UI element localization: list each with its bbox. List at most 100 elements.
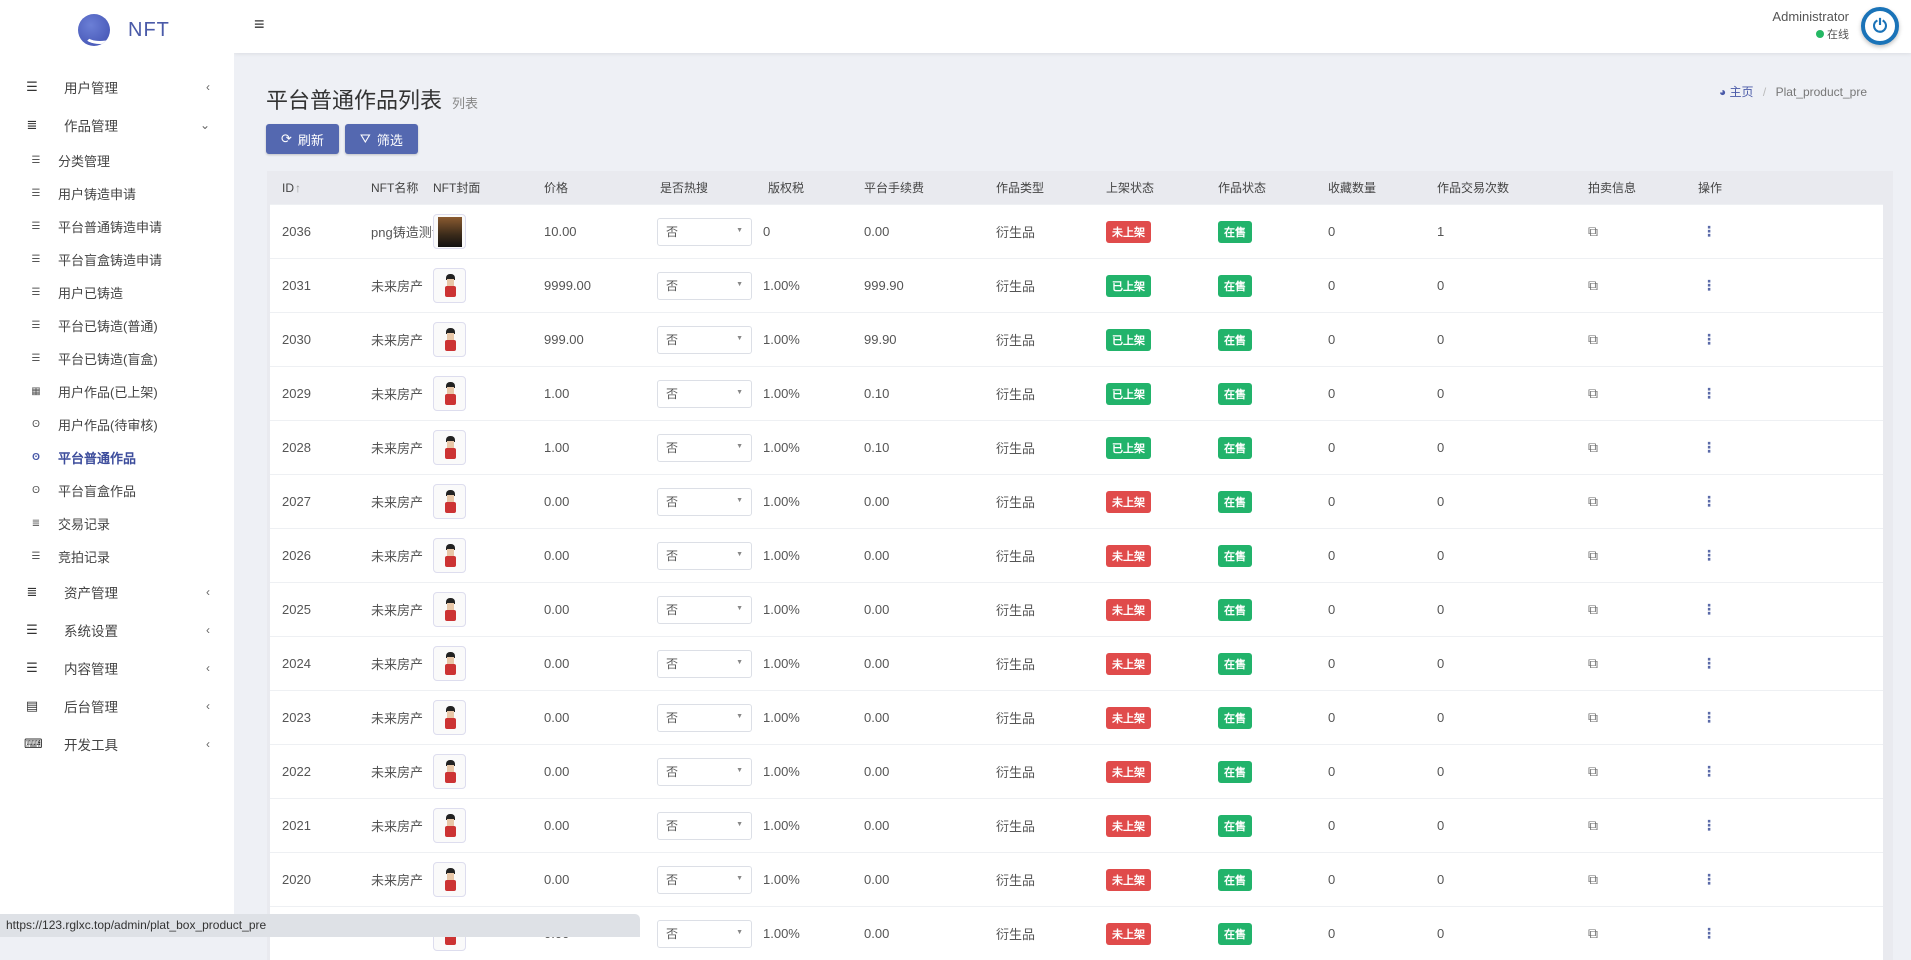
sale-status-badge[interactable]: 在售 — [1218, 922, 1252, 945]
sidebar-subitem[interactable]: ʘ 平台盲盒作品 — [0, 474, 234, 507]
hot-search-select[interactable]: 否 — [657, 865, 752, 894]
sidebar-subitem[interactable]: ☰ 平台普通铸造申请 — [0, 210, 234, 243]
listing-status-badge[interactable]: 已上架 — [1106, 382, 1151, 405]
sidebar-subitem[interactable]: ☰ 平台已铸造(盲盒) — [0, 342, 234, 375]
sidebar-subitem[interactable]: ▦ 用户作品(已上架) — [0, 375, 234, 408]
nft-cover-image[interactable] — [433, 268, 466, 303]
nft-cover-image[interactable] — [433, 484, 466, 519]
sale-status-badge[interactable]: 在售 — [1218, 706, 1252, 729]
sidebar-item-top_after-4[interactable]: ⌨ 开发工具 ‹ — [0, 725, 234, 763]
avatar[interactable]: ⏻ — [1861, 7, 1899, 45]
nft-cover-image[interactable] — [433, 646, 466, 681]
copy-icon[interactable]: ⧉ — [1588, 277, 1598, 293]
listing-status-badge[interactable]: 未上架 — [1106, 220, 1151, 243]
nft-cover-image[interactable] — [433, 862, 466, 897]
sale-status-badge[interactable]: 在售 — [1218, 328, 1252, 351]
sale-status-badge[interactable]: 在售 — [1218, 490, 1252, 513]
nft-cover-image[interactable] — [433, 430, 466, 465]
more-options-icon[interactable]: ⋮ — [1702, 763, 1716, 779]
copy-icon[interactable]: ⧉ — [1588, 385, 1598, 401]
sidebar-subitem[interactable]: ☰ 平台已铸造(普通) — [0, 309, 234, 342]
sidebar-subitem[interactable]: ☰ 平台盲盒铸造申请 — [0, 243, 234, 276]
sale-status-badge[interactable]: 在售 — [1218, 598, 1252, 621]
more-options-icon[interactable]: ⋮ — [1702, 547, 1716, 563]
listing-status-badge[interactable]: 已上架 — [1106, 436, 1151, 459]
copy-icon[interactable]: ⧉ — [1588, 817, 1598, 833]
nft-cover-image[interactable] — [433, 592, 466, 627]
more-options-icon[interactable]: ⋮ — [1702, 871, 1716, 887]
listing-status-badge[interactable]: 已上架 — [1106, 274, 1151, 297]
copy-icon[interactable]: ⧉ — [1588, 763, 1598, 779]
sidebar-item-top_before-1[interactable]: ≣ 作品管理 ⌄ — [0, 106, 234, 144]
menu-toggle-icon[interactable]: ≡ — [254, 14, 265, 34]
refresh-button[interactable]: ⟳ 刷新 — [266, 124, 339, 154]
sidebar-subitem[interactable]: ≣ 交易记录 — [0, 507, 234, 540]
hot-search-select[interactable]: 否 — [657, 703, 752, 732]
sidebar-subitem[interactable]: ☰ 竞拍记录 — [0, 540, 234, 573]
breadcrumb-home[interactable]: ◕ 主页 — [1719, 85, 1754, 99]
column-header[interactable]: ID — [282, 180, 294, 195]
copy-icon[interactable]: ⧉ — [1588, 709, 1598, 725]
more-options-icon[interactable]: ⋮ — [1702, 925, 1716, 941]
nft-cover-image[interactable] — [433, 214, 466, 249]
more-options-icon[interactable]: ⋮ — [1702, 817, 1716, 833]
sale-status-badge[interactable]: 在售 — [1218, 436, 1252, 459]
hot-search-select[interactable]: 否 — [657, 379, 752, 408]
nft-cover-image[interactable] — [433, 322, 466, 357]
more-options-icon[interactable]: ⋮ — [1702, 439, 1716, 455]
nft-cover-image[interactable] — [433, 754, 466, 789]
listing-status-badge[interactable]: 未上架 — [1106, 652, 1151, 675]
listing-status-badge[interactable]: 未上架 — [1106, 760, 1151, 783]
nft-cover-image[interactable] — [433, 808, 466, 843]
sidebar-subitem[interactable]: ʘ 用户作品(待审核) — [0, 408, 234, 441]
listing-status-badge[interactable]: 未上架 — [1106, 544, 1151, 567]
copy-icon[interactable]: ⧉ — [1588, 547, 1598, 563]
sidebar-subitem[interactable]: ʘ 平台普通作品 — [0, 441, 234, 474]
copy-icon[interactable]: ⧉ — [1588, 871, 1598, 887]
copy-icon[interactable]: ⧉ — [1588, 493, 1598, 509]
listing-status-badge[interactable]: 未上架 — [1106, 706, 1151, 729]
hot-search-select[interactable]: 否 — [657, 919, 752, 948]
hot-search-select[interactable]: 否 — [657, 487, 752, 516]
sidebar-subitem[interactable]: ☰ 用户已铸造 — [0, 276, 234, 309]
hot-search-select[interactable]: 否 — [657, 217, 752, 246]
listing-status-badge[interactable]: 未上架 — [1106, 922, 1151, 945]
sidebar-item-top_after-3[interactable]: ▤ 后台管理 ‹ — [0, 687, 234, 725]
nft-cover-image[interactable] — [433, 700, 466, 735]
sidebar-item-top_after-0[interactable]: ≣ 资产管理 ‹ — [0, 573, 234, 611]
listing-status-badge[interactable]: 未上架 — [1106, 814, 1151, 837]
sale-status-badge[interactable]: 在售 — [1218, 868, 1252, 891]
hot-search-select[interactable]: 否 — [657, 271, 752, 300]
sale-status-badge[interactable]: 在售 — [1218, 220, 1252, 243]
sale-status-badge[interactable]: 在售 — [1218, 814, 1252, 837]
user-info[interactable]: Administrator 在线 — [1772, 9, 1849, 42]
copy-icon[interactable]: ⧉ — [1588, 655, 1598, 671]
more-options-icon[interactable]: ⋮ — [1702, 277, 1716, 293]
sale-status-badge[interactable]: 在售 — [1218, 382, 1252, 405]
listing-status-badge[interactable]: 未上架 — [1106, 490, 1151, 513]
filter-button[interactable]: ⛛ 筛选 — [344, 124, 418, 154]
more-options-icon[interactable]: ⋮ — [1702, 385, 1716, 401]
hot-search-select[interactable]: 否 — [657, 595, 752, 624]
sort-asc-icon[interactable]: ↑ — [295, 180, 301, 195]
more-options-icon[interactable]: ⋮ — [1702, 655, 1716, 671]
listing-status-badge[interactable]: 未上架 — [1106, 598, 1151, 621]
logo[interactable]: NFT — [78, 14, 170, 46]
sidebar-item-top_after-2[interactable]: ☰ 内容管理 ‹ — [0, 649, 234, 687]
hot-search-select[interactable]: 否 — [657, 649, 752, 678]
copy-icon[interactable]: ⧉ — [1588, 331, 1598, 347]
sidebar-subitem[interactable]: ☰ 分类管理 — [0, 144, 234, 177]
nft-cover-image[interactable] — [433, 538, 466, 573]
sidebar-subitem[interactable]: ☰ 用户铸造申请 — [0, 177, 234, 210]
copy-icon[interactable]: ⧉ — [1588, 439, 1598, 455]
more-options-icon[interactable]: ⋮ — [1702, 709, 1716, 725]
more-options-icon[interactable]: ⋮ — [1702, 493, 1716, 509]
hot-search-select[interactable]: 否 — [657, 433, 752, 462]
sidebar-item-top_before-0[interactable]: ☰ 用户管理 ‹ — [0, 68, 234, 106]
hot-search-select[interactable]: 否 — [657, 541, 752, 570]
sidebar-item-top_after-1[interactable]: ☰ 系统设置 ‹ — [0, 611, 234, 649]
copy-icon[interactable]: ⧉ — [1588, 223, 1598, 239]
copy-icon[interactable]: ⧉ — [1588, 601, 1598, 617]
hot-search-select[interactable]: 否 — [657, 325, 752, 354]
sale-status-badge[interactable]: 在售 — [1218, 652, 1252, 675]
